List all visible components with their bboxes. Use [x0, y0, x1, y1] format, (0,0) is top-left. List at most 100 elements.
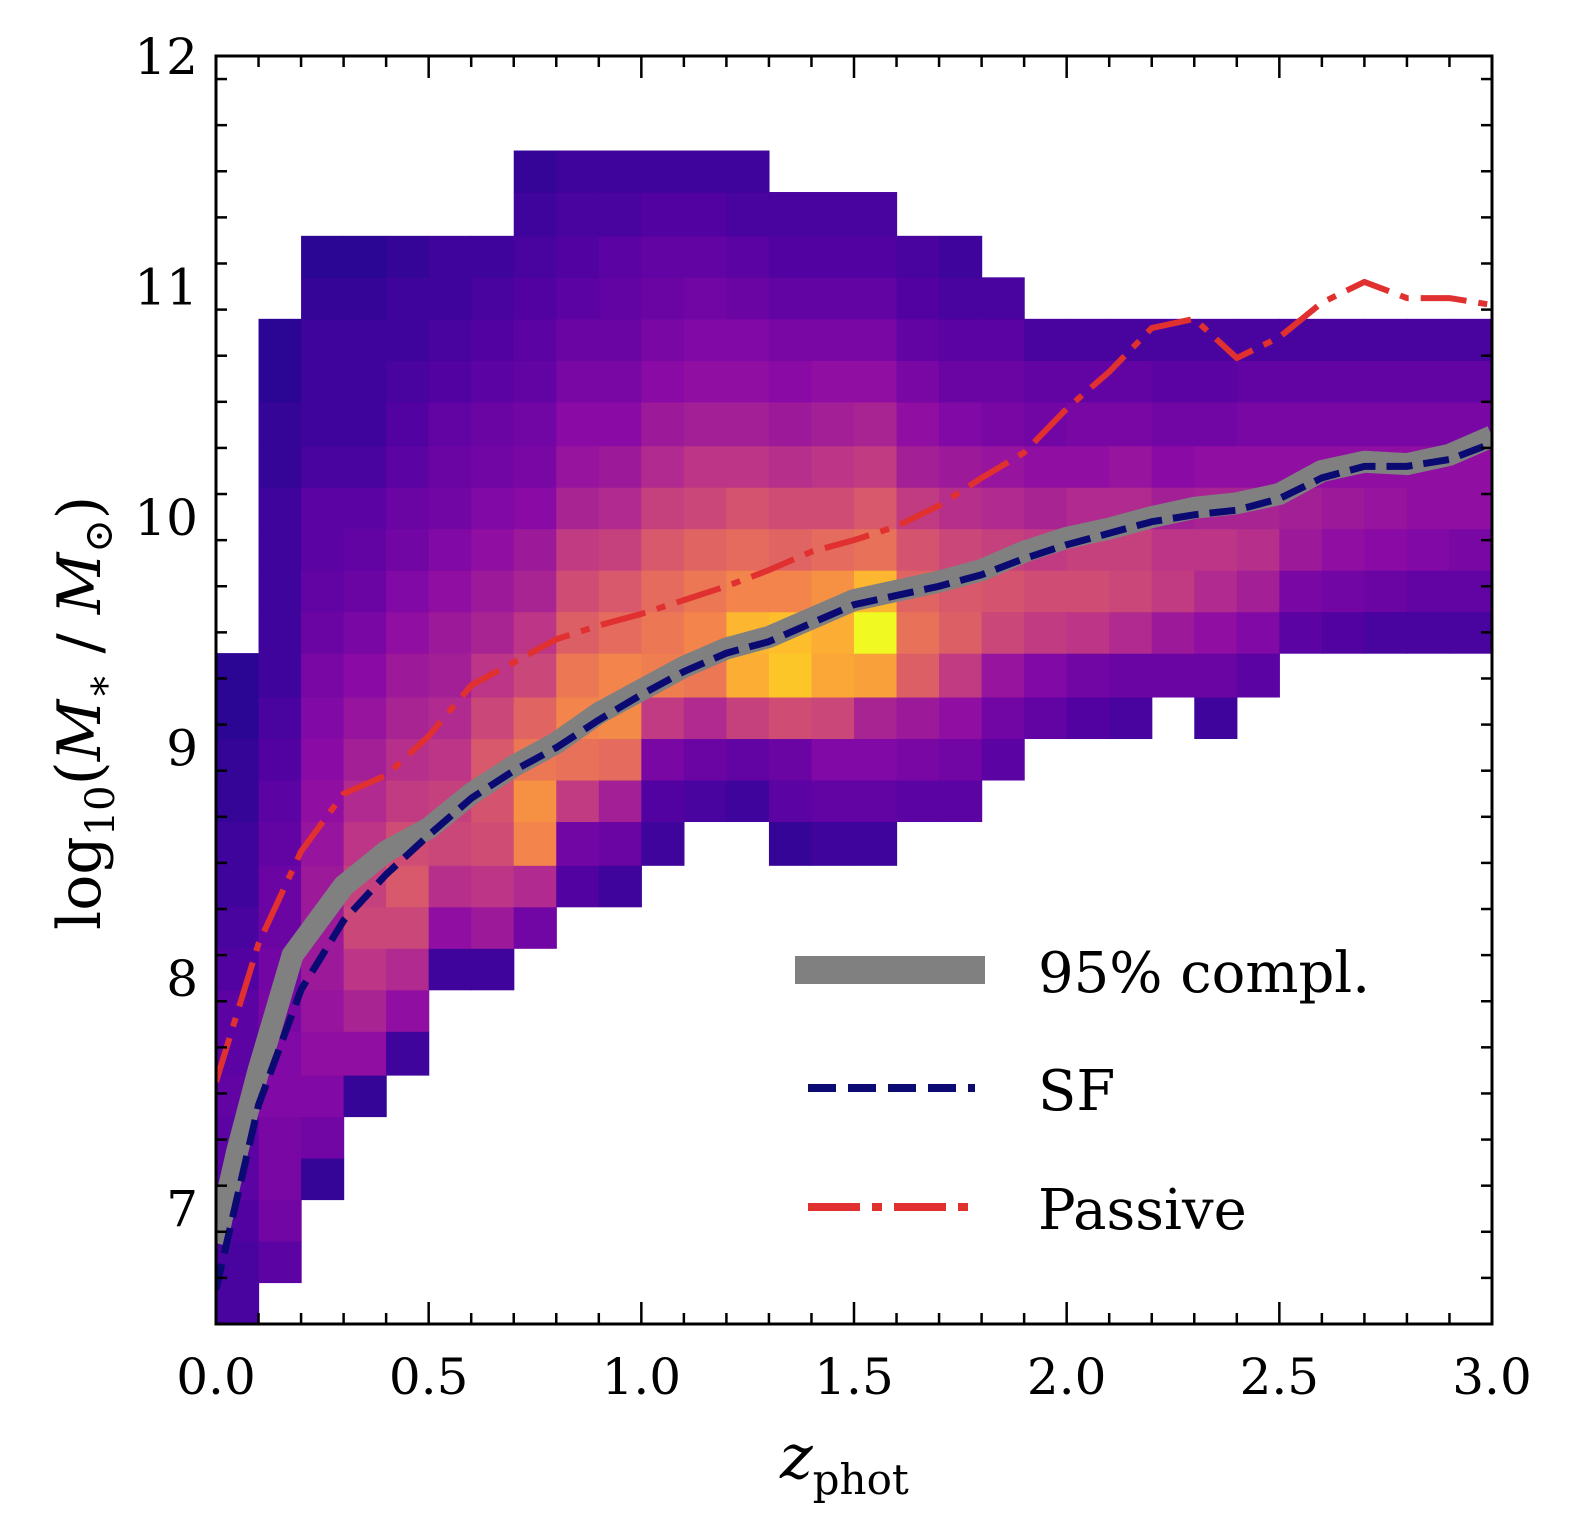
- heatmap-cell: [343, 1031, 387, 1076]
- heatmap-cell: [1151, 570, 1195, 613]
- x-axis-label: zphot: [779, 1420, 909, 1504]
- heatmap-cell: [641, 696, 685, 740]
- heatmap-cell: [1194, 401, 1238, 447]
- heatmap-cell: [683, 401, 727, 447]
- heatmap-cell: [854, 611, 898, 654]
- heatmap-cell: [513, 318, 557, 361]
- heatmap-cell: [1406, 528, 1451, 571]
- heatmap-cell: [811, 821, 855, 866]
- heatmap-cell: [854, 653, 898, 698]
- heatmap-cell: [1151, 401, 1195, 447]
- heatmap-cell: [896, 779, 940, 823]
- plot-frame: [214, 54, 1494, 1326]
- heatmap-cell: [301, 696, 345, 740]
- heatmap-cell: [556, 192, 600, 237]
- heatmap-cell: [598, 570, 642, 613]
- heatmap-cell: [428, 906, 472, 949]
- heatmap-cell: [683, 696, 727, 740]
- heatmap-cell: [641, 738, 685, 781]
- heatmap-cell: [471, 696, 515, 740]
- heatmap-cell: [301, 487, 345, 530]
- x-tick-label: 2.5: [1240, 1348, 1320, 1406]
- heatmap-cell: [981, 738, 1025, 781]
- heatmap-cell: [513, 779, 557, 823]
- heatmap-cell: [513, 653, 557, 698]
- heatmap-cell: [726, 277, 770, 320]
- heatmap-cell: [343, 948, 387, 991]
- heatmap-cell: [726, 235, 770, 278]
- heatmap-cell: [939, 487, 983, 530]
- heatmap-cell: [386, 528, 430, 571]
- heatmap-cell: [1364, 487, 1408, 530]
- legend-label-passive: Passive: [1038, 1178, 1247, 1243]
- heatmap-cell: [556, 821, 600, 866]
- heatmap-cell: [513, 277, 557, 320]
- heatmap-cell: [1194, 360, 1238, 403]
- y-axis-label-close: ): [45, 496, 115, 519]
- heatmap-cell: [854, 696, 898, 740]
- heatmap-cell: [598, 150, 642, 193]
- axis-ticks: [214, 56, 1494, 1326]
- heatmap-cell: [428, 611, 472, 654]
- heatmap-cell: [258, 1199, 302, 1242]
- heatmap-cell: [471, 570, 515, 613]
- heatmap-cell: [939, 318, 983, 361]
- heatmap-cell: [1024, 360, 1068, 403]
- heatmap-cell: [939, 611, 983, 654]
- heatmap-cell: [1279, 318, 1323, 361]
- heatmap-cell: [386, 611, 430, 654]
- heatmap-cell: [301, 570, 345, 613]
- heatmap-cell: [1449, 360, 1492, 403]
- heatmap-cell: [386, 401, 430, 447]
- heatmap-cell: [811, 738, 855, 781]
- heatmap-cell: [428, 401, 472, 447]
- heatmap-cell: [981, 611, 1025, 654]
- heatmap-cell: [811, 653, 855, 698]
- heatmap-cell: [556, 653, 600, 698]
- heatmap-cell: [428, 318, 472, 361]
- heatmap-cell: [939, 696, 983, 740]
- heatmap-cell: [683, 235, 727, 278]
- heatmap-cell: [896, 696, 940, 740]
- heatmap-cell: [386, 235, 430, 278]
- heatmap-cell: [1066, 653, 1110, 698]
- heatmap-cell: [513, 611, 557, 654]
- heatmap-cell: [854, 192, 898, 237]
- y-tick-label: 8: [166, 950, 198, 1008]
- heatmap-cell: [598, 360, 642, 403]
- heatmap-cell: [683, 738, 727, 781]
- heatmap-cell: [726, 570, 770, 613]
- heatmap-cell: [768, 401, 813, 447]
- heatmap-cell: [641, 277, 685, 320]
- heatmap-cell: [301, 528, 345, 571]
- heatmap-cell: [258, 1158, 302, 1201]
- heatmap-cell: [513, 821, 557, 866]
- heatmap-cell: [471, 318, 515, 361]
- heatmap-cell: [641, 318, 685, 361]
- heatmap-cell: [981, 277, 1025, 320]
- y-tick-label: 9: [166, 720, 198, 778]
- heatmap-cell: [598, 235, 642, 278]
- heatmap-cell: [556, 779, 600, 823]
- heatmap-cell: [1279, 611, 1323, 654]
- x-tick-label: 1.5: [814, 1348, 894, 1406]
- heatmap-cell: [513, 487, 557, 530]
- heatmap-cell: [598, 865, 642, 908]
- heatmap-cell: [811, 401, 855, 447]
- heatmap-cell: [386, 696, 430, 740]
- y-tick-label: 12: [134, 28, 198, 86]
- x-tick-label: 0.0: [176, 1348, 256, 1406]
- heatmap-cell: [301, 401, 345, 447]
- heatmap-cell: [641, 445, 685, 488]
- heatmap-cell: [683, 445, 727, 488]
- heatmap-cell: [258, 401, 302, 447]
- heatmap-cell: [726, 445, 770, 488]
- heatmap-cell: [343, 528, 387, 571]
- heatmap-cell: [641, 235, 685, 278]
- heatmap-cell: [428, 445, 472, 488]
- heatmap-cell: [386, 360, 430, 403]
- heatmap-cell: [343, 906, 387, 949]
- heatmap-cell: [1024, 570, 1068, 613]
- heatmap-cell: [1406, 611, 1451, 654]
- heatmap-cell: [386, 948, 430, 991]
